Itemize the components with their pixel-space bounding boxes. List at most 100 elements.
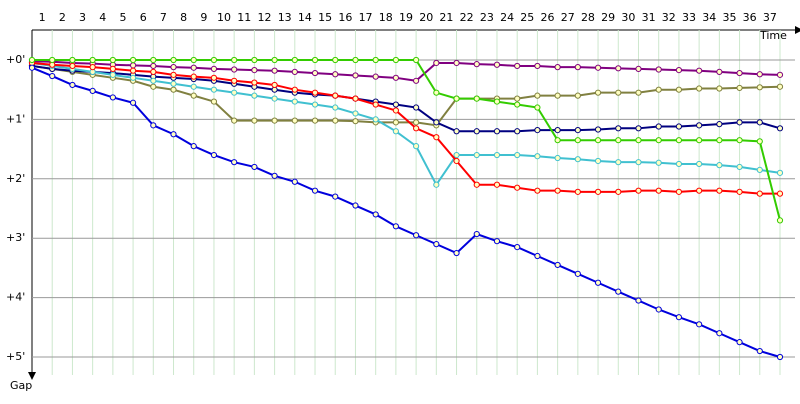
x-tick-label: 31: [642, 11, 656, 24]
data-point: [776, 169, 784, 176]
data-point: [615, 159, 622, 166]
data-point: [655, 306, 662, 313]
data-point: [291, 68, 298, 75]
data-point: [736, 137, 743, 144]
data-point: [594, 279, 602, 286]
data-point: [129, 74, 137, 81]
data-point: [150, 56, 157, 64]
data-point: [716, 68, 723, 75]
data-point: [433, 59, 440, 67]
data-point: [231, 56, 238, 64]
data-point: [473, 151, 480, 159]
x-tick-label: 33: [682, 11, 696, 24]
data-point: [696, 321, 703, 328]
x-tick-label: 22: [460, 11, 474, 24]
data-point: [150, 62, 157, 70]
data-point: [332, 92, 339, 99]
data-point: [392, 56, 399, 64]
x-tick-label: 36: [743, 11, 757, 24]
data-point: [291, 178, 298, 185]
x-tick-label: 24: [500, 11, 514, 24]
data-point: [413, 56, 420, 64]
data-point: [251, 163, 258, 171]
x-tick-label: 8: [180, 11, 187, 24]
data-point: [170, 86, 177, 93]
data-point: [716, 137, 723, 144]
data-point: [170, 131, 177, 138]
data-point: [332, 56, 339, 64]
data-point: [473, 61, 480, 68]
y-tick-label: +0': [6, 53, 25, 66]
data-point: [413, 143, 420, 150]
data-point: [231, 159, 238, 166]
x-tick-label: 6: [140, 11, 147, 24]
data-point: [109, 56, 116, 64]
data-point: [49, 72, 56, 80]
data-point: [129, 99, 137, 106]
data-point: [453, 95, 460, 102]
y-arrow: [28, 372, 36, 380]
data-point: [453, 157, 460, 165]
data-point: [109, 94, 116, 101]
data-point: [534, 252, 541, 260]
data-point: [514, 184, 521, 191]
series-line: [32, 59, 781, 221]
data-point: [89, 56, 96, 64]
data-point: [493, 181, 501, 188]
data-point: [473, 128, 480, 135]
data-point: [150, 83, 157, 90]
data-point: [190, 73, 197, 80]
data-point: [574, 188, 581, 195]
data-point: [210, 98, 218, 105]
data-point: [675, 86, 683, 93]
data-point: [493, 151, 501, 159]
data-point: [493, 98, 501, 105]
data-point: [594, 157, 602, 165]
data-point: [716, 121, 723, 128]
x-tick-label: 3: [79, 11, 86, 24]
data-point: [210, 65, 218, 73]
x-tick-label: 9: [200, 11, 207, 24]
data-point: [413, 125, 420, 132]
x-tick-label: 13: [278, 11, 292, 24]
data-point: [514, 101, 521, 108]
data-point: [49, 56, 56, 64]
data-point: [534, 92, 541, 99]
x-tick-label: 35: [722, 11, 736, 24]
data-point: [696, 137, 703, 144]
x-arrow: [795, 26, 800, 34]
data-point: [716, 162, 723, 169]
data-point: [675, 123, 683, 130]
data-point: [413, 119, 420, 126]
data-point: [675, 160, 683, 168]
data-point: [89, 64, 96, 71]
data-point: [372, 116, 379, 123]
data-point: [615, 188, 622, 195]
data-point: [655, 187, 662, 194]
data-point: [129, 62, 137, 69]
data-point: [574, 270, 581, 277]
data-point: [372, 56, 379, 64]
data-point: [493, 128, 501, 135]
data-point: [615, 137, 622, 144]
data-point: [493, 61, 501, 68]
data-point: [150, 122, 157, 129]
data-point: [655, 159, 662, 166]
data-point: [28, 56, 36, 64]
data-point: [635, 159, 642, 166]
data-point: [413, 232, 420, 239]
data-point: [332, 71, 339, 78]
y-tick-label: +1': [6, 112, 25, 125]
data-point: [594, 89, 602, 96]
data-point: [776, 83, 784, 90]
series-line: [31, 61, 781, 187]
data-point: [311, 56, 319, 64]
data-point: [433, 134, 440, 141]
data-point: [190, 64, 197, 71]
data-point: [210, 151, 218, 159]
data-point: [776, 217, 784, 224]
data-point: [352, 202, 359, 209]
data-point: [574, 92, 581, 99]
data-point: [635, 125, 642, 132]
data-point: [514, 95, 521, 102]
